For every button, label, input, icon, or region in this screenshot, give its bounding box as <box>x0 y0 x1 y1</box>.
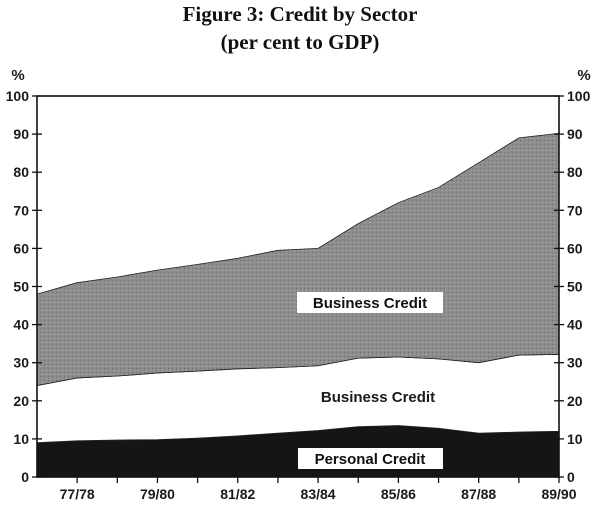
y-tick-label-left: 40 <box>13 317 29 333</box>
x-tick-label: 89/90 <box>541 486 576 502</box>
y-tick-label-right: 70 <box>567 202 583 218</box>
y-tick-label-right: 60 <box>567 240 583 256</box>
y-tick-label-left: 30 <box>13 355 29 371</box>
area-label-personal-credit: Personal Credit <box>315 451 426 468</box>
y-tick-label-left: 20 <box>13 393 29 409</box>
y-tick-label-right: 50 <box>567 279 583 295</box>
axes-layer: 0 0 10 10 20 20 30 30 40 40 50 50 60 60 70 70 80 80 90 90 10… <box>6 67 591 502</box>
x-tick-label: 87/88 <box>461 486 496 502</box>
y-tick-label-right: 40 <box>567 317 583 333</box>
chart-subtitle: (per cent to GDP) <box>220 30 380 54</box>
y-tick-label-right: 30 <box>567 355 583 371</box>
y-tick-label-right: 80 <box>567 164 583 180</box>
y-tick-label-left: 0 <box>21 469 29 485</box>
x-tick-label: 79/80 <box>140 486 175 502</box>
y-tick-label-left: 60 <box>13 240 29 256</box>
y-unit-label-right: % <box>577 67 590 84</box>
y-tick-label-left: 70 <box>13 202 29 218</box>
x-tick-label: 83/84 <box>301 486 336 502</box>
y-tick-label-left: 80 <box>13 164 29 180</box>
y-tick-label-left: 10 <box>13 431 29 447</box>
y-tick-label-right: 20 <box>567 393 583 409</box>
x-tick-label: 77/78 <box>60 486 95 502</box>
x-tick-label: 81/82 <box>220 486 255 502</box>
area-label-business-credit-lower: Business Credit <box>321 389 435 406</box>
x-tick-label: 85/86 <box>381 486 416 502</box>
y-tick-label-right: 10 <box>567 431 583 447</box>
y-tick-label-right: 100 <box>567 88 591 104</box>
label-box-personal <box>298 448 443 469</box>
y-tick-label-left: 90 <box>13 126 29 142</box>
chart-title: Figure 3: Credit by Sector <box>182 2 418 26</box>
area-label-business-credit-upper: Business Credit <box>313 295 427 312</box>
label-box-business-upper <box>297 292 443 313</box>
y-tick-label-left: 100 <box>6 88 30 104</box>
labels-layer: Business Credit Business Credit Personal C… <box>297 292 443 469</box>
y-tick-label-right: 90 <box>567 126 583 142</box>
y-tick-label-right: 0 <box>567 469 575 485</box>
business-credit-upper-area <box>36 132 560 387</box>
y-tick-label-left: 50 <box>13 279 29 295</box>
y-unit-label-left: % <box>11 67 24 84</box>
